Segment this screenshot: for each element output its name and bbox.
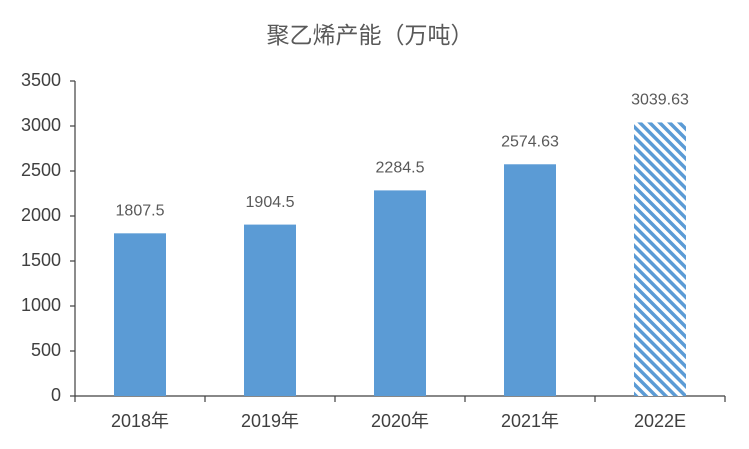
y-tick-label: 0	[51, 385, 61, 405]
bar	[634, 122, 686, 397]
bar	[504, 164, 556, 396]
x-tick-label: 2019年	[241, 411, 299, 431]
chart-title: 聚乙烯产能（万吨）	[267, 22, 474, 48]
bar	[114, 233, 166, 396]
data-label: 3039.63	[631, 92, 689, 109]
data-label: 1807.5	[116, 203, 165, 220]
data-label: 1904.5	[246, 194, 295, 211]
bar	[374, 190, 426, 396]
y-tick-label: 3000	[21, 115, 61, 135]
y-tick-label: 2500	[21, 160, 61, 180]
y-tick-label: 1500	[21, 250, 61, 270]
y-tick-label: 3500	[21, 70, 61, 90]
x-tick-label: 2021年	[501, 411, 559, 431]
data-label: 2574.63	[501, 134, 559, 151]
bar	[244, 224, 296, 396]
data-label: 2284.5	[376, 160, 425, 177]
y-tick-label: 500	[31, 340, 61, 360]
x-tick-label: 2022E	[634, 411, 686, 431]
y-tick-label: 2000	[21, 205, 61, 225]
x-tick-label: 2020年	[371, 411, 429, 431]
y-tick-label: 1000	[21, 295, 61, 315]
x-tick-label: 2018年	[111, 411, 169, 431]
